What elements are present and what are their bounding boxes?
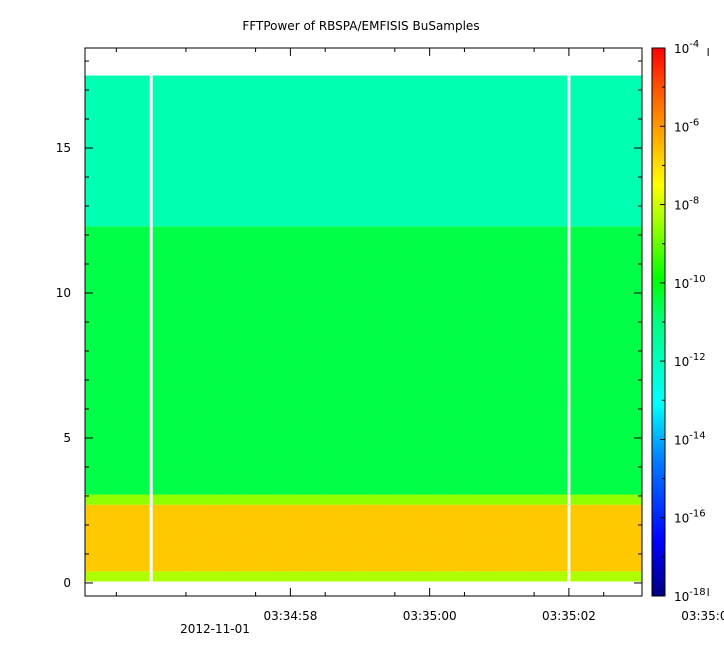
data-gap (149, 75, 153, 582)
spectrogram-bands (85, 75, 642, 582)
y-tick-label: 0 (63, 576, 71, 590)
colorbar-tick-label: 10-12 (674, 352, 706, 369)
y-tick-label: 10 (56, 286, 71, 300)
colorbar-tick-label: 10-14 (674, 430, 706, 447)
x-tick-label: 03:34:58 (263, 609, 317, 623)
x-tick-label: 03:35:02 (542, 609, 596, 623)
colorbar-tick-label: 10-10 (674, 274, 706, 291)
y-axis: 0 5 10 15 (56, 60, 642, 590)
colorbar-tick-label: 10-18 (674, 587, 706, 604)
colorbar-tick-label: 10-16 (674, 509, 706, 526)
spectrogram-band (85, 494, 642, 505)
spectrogram-band (85, 75, 642, 227)
colorbar-axis: 10-4 10-6 10-8 10-10 10-12 10-14 10-16 10-18 (660, 39, 706, 604)
data-gap (567, 75, 571, 582)
x-axis: 03:34:58 03:35:00 03:35:02 03:35:04 (115, 48, 724, 623)
y-tick-label: 5 (63, 431, 71, 445)
x-tick-label: 03:35:04 (681, 609, 724, 623)
x-tick-label: 03:35:00 (403, 609, 457, 623)
plot-area (85, 75, 642, 582)
colorbar-tick-label: 10-6 (674, 117, 699, 134)
chart-title: FFTPower of RBSPA/EMFISIS BuSamples (242, 19, 479, 33)
x-date-label: 2012-11-01 (180, 622, 250, 636)
y-tick-label: 15 (56, 141, 71, 155)
colorbar-tick-label: 10-8 (674, 196, 699, 213)
spectrogram-band (85, 571, 642, 582)
colorbar-tick-label: 10-4 (674, 39, 699, 56)
spectrogram-band (85, 504, 642, 572)
spectrogram-band (85, 226, 642, 495)
